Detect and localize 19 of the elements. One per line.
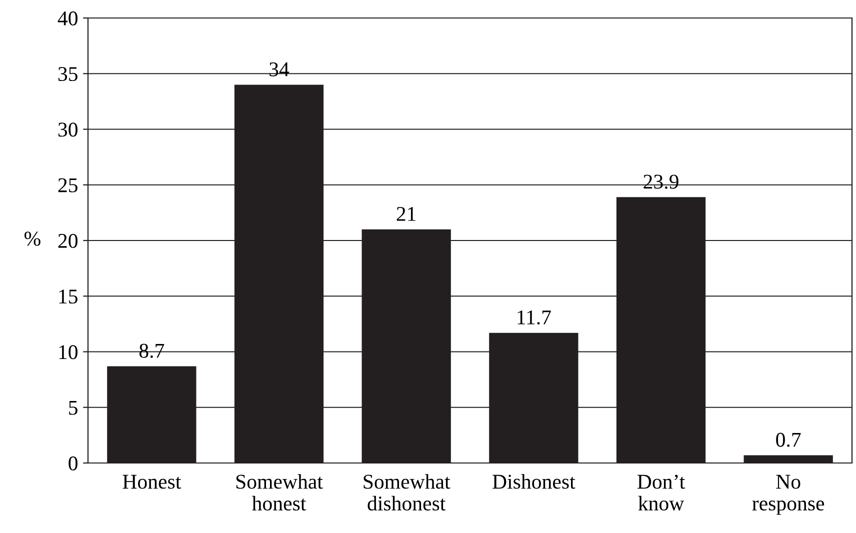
y-tick-label: 15 — [59, 290, 78, 304]
data-label: 0.7 — [776, 432, 801, 447]
data-label: 11.7 — [518, 310, 551, 325]
y-tick-label: 35 — [58, 67, 78, 82]
x-tick-label: Dishonest — [492, 474, 576, 489]
y-tick-label: 5 — [69, 400, 78, 415]
x-tick-label: Don’t know — [637, 474, 685, 511]
y-tick-label: 30 — [58, 122, 78, 137]
x-tick-label: Honest — [122, 474, 182, 489]
data-label: 21 — [396, 206, 416, 221]
x-tick-label: Somewhat honest — [236, 474, 323, 511]
y-tick-label: 20 — [58, 234, 78, 248]
y-tick-label: 40 — [58, 11, 78, 26]
x-tick-label: No response — [752, 474, 824, 515]
y-tick-label: 25 — [58, 178, 78, 192]
y-tick-label: 10 — [59, 345, 78, 360]
y-tick-label: 0 — [68, 456, 78, 470]
x-tick-label: Somewhat dishonest — [364, 474, 450, 511]
y-axis-title: % — [24, 232, 40, 246]
